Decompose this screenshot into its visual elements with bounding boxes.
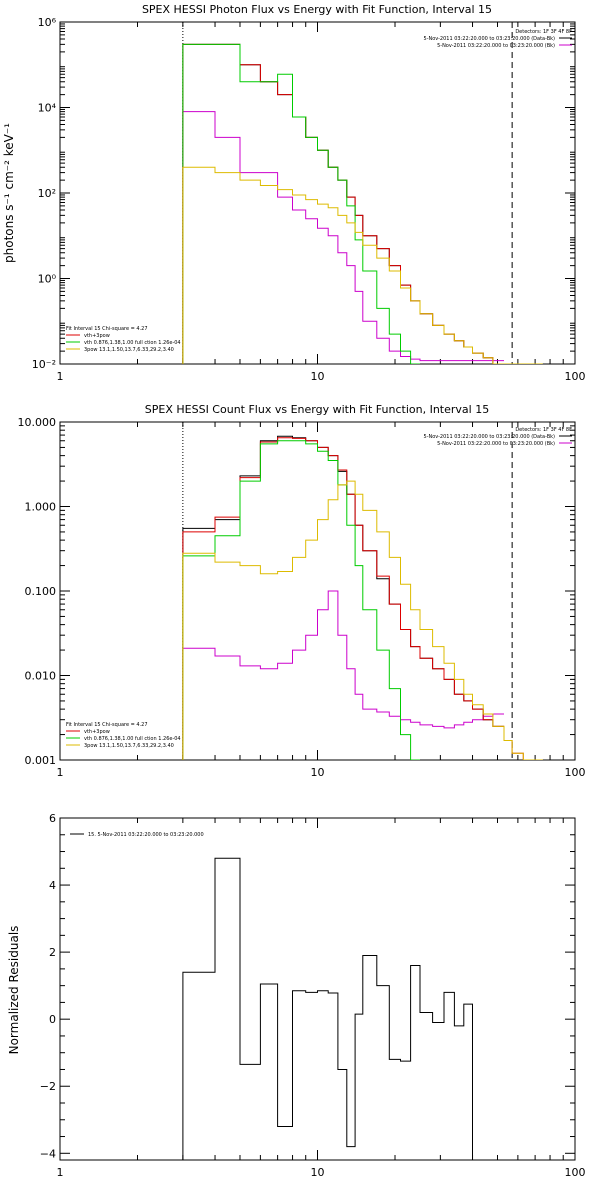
x-tick-label: 10: [311, 766, 325, 779]
legend-data-bk: 5-Nov-2011 03:22:20.000 to 03:23:20.000 …: [424, 36, 556, 42]
y-tick-label: 10⁻²: [32, 358, 56, 371]
count-flux-series: [182, 435, 543, 760]
count-flux-axes: 1 10 100 0.001 0.010 0.100 1.000 10.000: [18, 416, 586, 779]
series-vth: [182, 43, 420, 364]
legend-detectors: Detectors: 1F 3F 4F 8F: [515, 29, 572, 35]
photon-flux-panel: SPEX HESSI Photon Flux vs Energy with Fi…: [2, 3, 586, 383]
residuals-axes: 1 10 100 −4 −2 0 2 4 6: [40, 812, 586, 1179]
photon-flux-legend-top-right: Detectors: 1F 3F 4F 8F 5-Nov-2011 03:22:…: [424, 29, 573, 49]
legend-fit-interval: Fit Interval 15 Chi-square = 4.27: [66, 326, 148, 332]
photon-flux-ylabel: photons s⁻¹ cm⁻² keV⁻¹: [2, 123, 16, 263]
legend-vth-3pow: vth+3pow: [84, 333, 110, 339]
x-tick-label: 100: [565, 1166, 586, 1179]
series-3pow: [182, 480, 543, 760]
y-tick-label: 10⁶: [38, 16, 57, 29]
legend-vth: vth 0.876,1.38,1.00 full ction 1.26e-04: [84, 736, 181, 742]
series-data-bk: [182, 43, 504, 364]
y-tick-label: 10⁰: [38, 273, 57, 286]
x-tick-label: 1: [57, 370, 64, 383]
series-vth: [182, 440, 420, 760]
residuals-legend: 15. 5-Nov-2011 03:22:20.000 to 03:23:20.…: [70, 832, 204, 838]
count-flux-panel: SPEX HESSI Count Flux vs Energy with Fit…: [18, 403, 586, 779]
y-tick-label: 1.000: [25, 501, 57, 514]
y-tick-label: 10⁴: [38, 102, 57, 115]
x-tick-label: 1: [57, 1166, 64, 1179]
legend-vth: vth 0.876,1.38,1.00 full ction 1.26e-04: [84, 340, 181, 346]
y-tick-label: 0: [49, 1013, 56, 1026]
y-tick-label: −4: [40, 1147, 56, 1160]
x-tick-label: 100: [565, 766, 586, 779]
photon-flux-series: [182, 43, 543, 364]
residuals-plot-frame: [59, 817, 576, 1161]
y-tick-label: −2: [40, 1080, 56, 1093]
residuals-ylabel: Normalized Residuals: [7, 926, 21, 1055]
x-tick-label: 10: [311, 370, 325, 383]
series-bk: [182, 590, 504, 760]
count-flux-title: SPEX HESSI Count Flux vs Energy with Fit…: [145, 403, 489, 416]
x-tick-label: 10: [311, 1166, 325, 1179]
y-tick-label: 0.010: [25, 670, 57, 683]
y-tick-label: 2: [49, 946, 56, 959]
y-tick-label: 10²: [38, 187, 56, 200]
photon-flux-title: SPEX HESSI Photon Flux vs Energy with Fi…: [142, 3, 492, 16]
series-vth-3pow: [182, 43, 524, 364]
series-bk: [182, 111, 504, 364]
legend-bk: 5-Nov-2011 03:22:20.000 to 03:23:20.000 …: [437, 43, 555, 49]
legend-3pow: 3pow 13.1,1.50,13.7,6.33,29.2,3.40: [84, 347, 174, 353]
y-tick-label: 0.001: [25, 754, 57, 767]
legend-detectors: Detectors: 1F 3F 4F 8F: [515, 427, 572, 433]
legend-fit-interval: Fit Interval 15 Chi-square = 4.27: [66, 722, 148, 728]
residuals-series: [182, 857, 484, 1160]
series-3pow: [182, 166, 543, 364]
photon-flux-plot-frame: [59, 21, 576, 365]
y-tick-label: 10.000: [18, 416, 57, 429]
residuals-panel: Normalized Residuals 1 10 100 −4 −2 0 2 4 6 15. …: [7, 812, 586, 1179]
legend-vth-3pow: vth+3pow: [84, 729, 110, 735]
x-tick-label: 100: [565, 370, 586, 383]
legend-data-bk: 5-Nov-2011 03:22:20.000 to 03:23:20.000 …: [424, 434, 556, 440]
count-flux-plot-frame: [59, 421, 576, 761]
count-flux-legend-top-right: Detectors: 1F 3F 4F 8F 5-Nov-2011 03:22:…: [424, 427, 573, 447]
y-tick-label: 4: [49, 879, 56, 892]
legend-bk: 5-Nov-2011 03:22:20.000 to 03:23:20.000 …: [437, 441, 555, 447]
series-vth-3pow: [182, 437, 543, 760]
series-15-5-nov-2011-03-22-20-000-to-03-23-20-000: [182, 857, 484, 1160]
legend-3pow: 3pow 13.1,1.50,13.7,6.33,29.2,3.40: [84, 743, 174, 749]
photon-flux-legend-bottom-left: Fit Interval 15 Chi-square = 4.27 vth+3p…: [66, 326, 181, 353]
y-tick-label: 6: [49, 812, 56, 825]
y-tick-label: 0.100: [25, 585, 57, 598]
x-tick-label: 1: [57, 766, 64, 779]
residuals-legend-label: 15. 5-Nov-2011 03:22:20.000 to 03:23:20.…: [88, 832, 204, 838]
count-flux-legend-bottom-left: Fit Interval 15 Chi-square = 4.27 vth+3p…: [66, 722, 181, 749]
